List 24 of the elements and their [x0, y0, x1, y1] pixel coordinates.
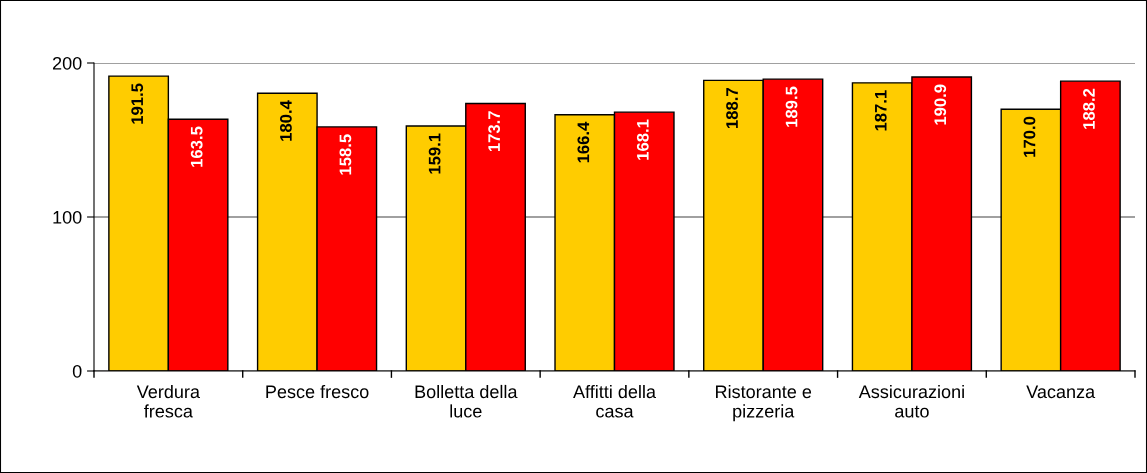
data-label: 158.5: [339, 134, 352, 175]
x-tick-label: Affitti della casa: [573, 384, 656, 418]
x-tick-label: Ristorante e pizzeria: [716, 384, 812, 422]
data-label: 187.1: [874, 90, 887, 131]
x-tick-label: Pesce fresco: [266, 384, 369, 399]
data-label: 188.7: [726, 88, 738, 128]
data-label: 173.7: [488, 111, 501, 152]
data-label: 190.9: [934, 84, 947, 125]
x-tick-label: Bolletta della luce: [415, 384, 518, 418]
data-label: 189.5: [785, 86, 798, 127]
x-tick-label: Vacanza: [1026, 385, 1096, 399]
data-label: 180.4: [280, 100, 292, 141]
data-label: 166.4: [577, 121, 590, 163]
data-label: 168.1: [636, 119, 649, 160]
data-label: 191.5: [131, 83, 144, 124]
data-label: 170.0: [1023, 116, 1036, 157]
data-label: 159.1: [428, 133, 441, 174]
y-tick-label: 0: [72, 364, 82, 378]
data-label: 188.2: [1083, 88, 1095, 129]
y-tick-label: 200: [52, 56, 82, 70]
y-tick-label: 100: [53, 210, 82, 224]
x-tick-label: Assicurazioni auto: [858, 384, 964, 418]
x-tick-label: Verdura fresca: [136, 384, 200, 418]
data-label: 163.5: [190, 126, 203, 167]
